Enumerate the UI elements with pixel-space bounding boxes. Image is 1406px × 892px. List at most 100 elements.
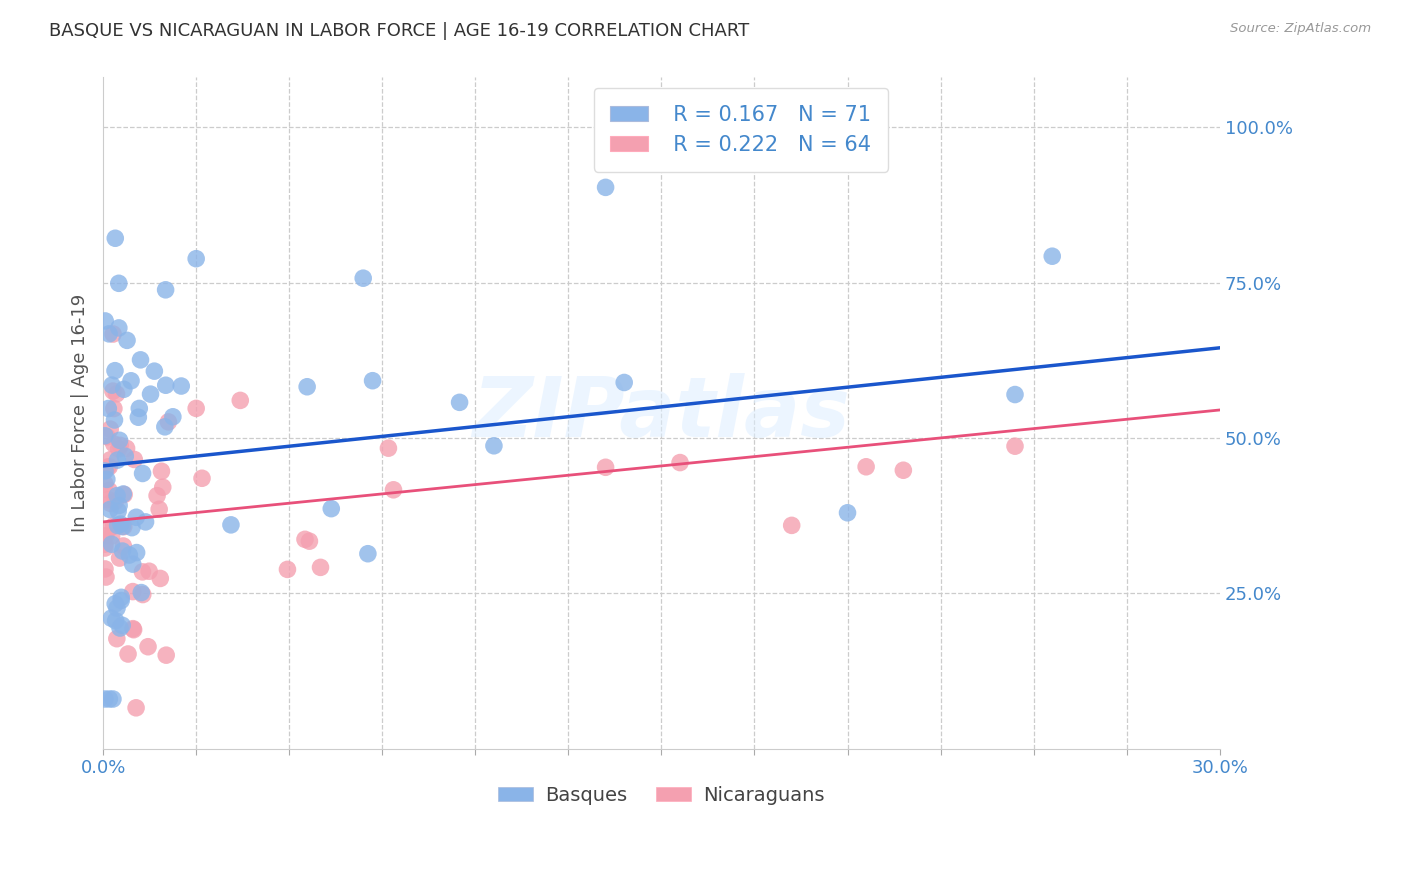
Point — [110, 438, 132, 452]
Point — [143, 364, 166, 378]
Text: BASQUE VS NICARAGUAN IN LABOR FORCE | AGE 16-19 CORRELATION CHART: BASQUE VS NICARAGUAN IN LABOR FORCE | AG… — [49, 22, 749, 40]
Point — [98, 496, 121, 510]
Point — [108, 434, 131, 448]
Point — [111, 544, 134, 558]
Point — [105, 632, 128, 646]
Point — [94, 541, 117, 555]
Point — [105, 387, 128, 401]
Point — [780, 518, 803, 533]
Point — [1004, 439, 1026, 453]
Point — [112, 519, 135, 533]
Point — [152, 480, 174, 494]
Point — [94, 314, 117, 328]
Point — [449, 395, 471, 409]
Legend: Basques, Nicaraguans: Basques, Nicaraguans — [491, 779, 832, 813]
Point — [117, 647, 139, 661]
Point — [98, 422, 121, 436]
Text: Source: ZipAtlas.com: Source: ZipAtlas.com — [1230, 22, 1371, 36]
Point — [157, 415, 180, 429]
Point — [104, 231, 127, 245]
Point — [101, 384, 124, 398]
Point — [382, 483, 405, 497]
Point — [294, 533, 316, 547]
Point — [103, 519, 125, 533]
Point — [94, 428, 117, 442]
Point — [146, 489, 169, 503]
Point — [377, 441, 399, 455]
Point — [122, 452, 145, 467]
Point — [97, 523, 120, 537]
Point — [107, 277, 129, 291]
Point — [97, 460, 120, 475]
Y-axis label: In Labor Force | Age 16-19: In Labor Force | Age 16-19 — [72, 294, 89, 533]
Point — [101, 326, 124, 341]
Point — [94, 562, 117, 576]
Point — [94, 529, 117, 543]
Point — [94, 464, 117, 478]
Point — [132, 588, 155, 602]
Point — [96, 472, 118, 486]
Point — [105, 601, 128, 615]
Point — [361, 374, 384, 388]
Point — [229, 393, 252, 408]
Point — [595, 180, 617, 194]
Point — [100, 611, 122, 625]
Point — [139, 387, 162, 401]
Point — [108, 621, 131, 635]
Point — [1040, 249, 1063, 263]
Point — [357, 547, 380, 561]
Point — [149, 571, 172, 585]
Point — [107, 518, 129, 533]
Point — [131, 467, 153, 481]
Point — [107, 442, 129, 456]
Point — [115, 334, 138, 348]
Point — [98, 502, 121, 516]
Point — [191, 471, 214, 485]
Point — [122, 622, 145, 636]
Point — [103, 401, 125, 416]
Point — [114, 449, 136, 463]
Point — [170, 379, 193, 393]
Point — [94, 570, 117, 584]
Point — [110, 591, 132, 605]
Point — [100, 537, 122, 551]
Point — [155, 378, 177, 392]
Point — [613, 376, 636, 390]
Point — [150, 464, 173, 478]
Point — [482, 439, 505, 453]
Point — [100, 529, 122, 543]
Point — [104, 614, 127, 628]
Point — [669, 456, 692, 470]
Point — [127, 410, 149, 425]
Point — [129, 585, 152, 599]
Point — [107, 504, 129, 518]
Point — [138, 564, 160, 578]
Point — [128, 401, 150, 416]
Point — [108, 551, 131, 566]
Point — [104, 597, 127, 611]
Point — [135, 515, 157, 529]
Point — [125, 545, 148, 559]
Point — [94, 477, 117, 491]
Point — [107, 453, 129, 467]
Point — [115, 442, 138, 456]
Point — [110, 593, 132, 607]
Point — [121, 584, 143, 599]
Point — [162, 409, 184, 424]
Point — [101, 692, 124, 706]
Point — [837, 506, 859, 520]
Point — [111, 519, 134, 533]
Point — [186, 401, 208, 416]
Point — [94, 463, 117, 477]
Point — [98, 459, 121, 474]
Point — [125, 701, 148, 715]
Point — [108, 499, 131, 513]
Point — [148, 502, 170, 516]
Point — [103, 413, 125, 427]
Point — [309, 560, 332, 574]
Point — [352, 271, 374, 285]
Point — [129, 352, 152, 367]
Point — [295, 380, 318, 394]
Point — [131, 565, 153, 579]
Point — [153, 420, 176, 434]
